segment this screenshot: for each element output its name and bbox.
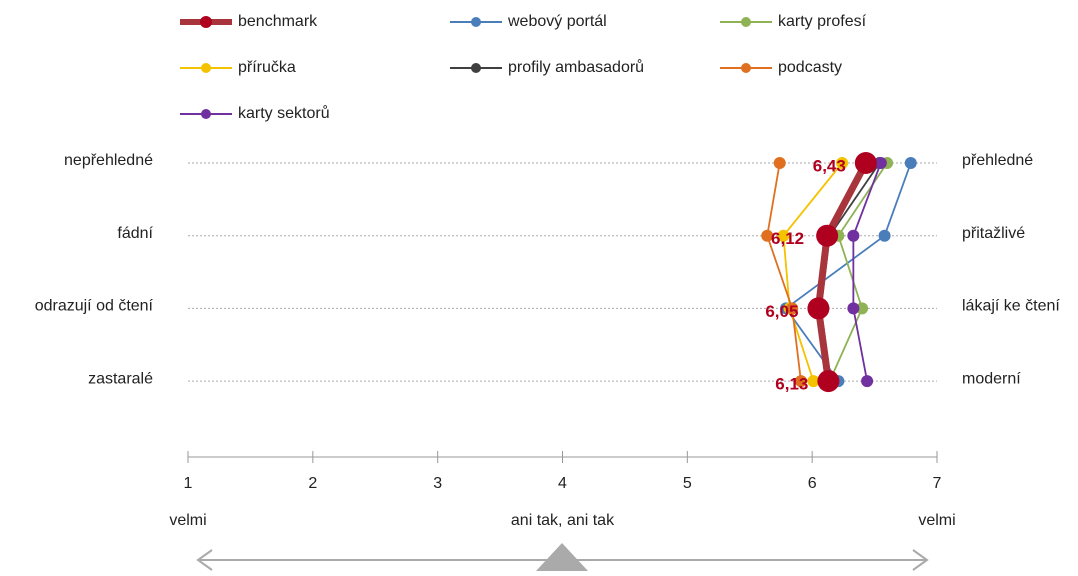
right-label: přehledné [962,152,1033,169]
x-tick-label: 2 [308,475,317,492]
left-label: odrazují od čtení [35,298,154,315]
point [794,375,807,388]
x-tick-label: 1 [184,475,193,492]
right-label: moderní [962,370,1021,387]
legend-label: karty sektorů [238,104,330,122]
legend-marker [471,63,481,73]
right-label: lákají ke čtení [962,298,1060,315]
series-line [782,162,843,382]
point [847,302,860,315]
legend-marker [741,63,751,73]
right-label: přitažlivé [962,225,1025,242]
x-tick-label: 5 [683,475,692,492]
left-label: fádní [117,225,153,242]
point [777,229,790,242]
point [856,302,869,315]
legend-marker [471,17,481,27]
series-line [814,161,869,382]
midpoint-triangle [536,543,588,571]
x-tick-label: 4 [558,475,567,492]
point [786,302,799,315]
point [904,157,917,169]
left-label: nepřehledné [64,152,153,169]
data-label: 6,05 [765,302,798,321]
point [847,229,860,242]
legend-marker [741,17,751,27]
data-label: 6,13 [775,375,808,394]
series-line [766,162,802,382]
point [836,157,849,169]
point [817,370,840,393]
scale-label: ani tak, ani tak [511,512,615,529]
arrow-head [912,549,929,571]
point [807,297,830,320]
data-label: 6,43 [813,156,846,175]
legend-label: webový portál [507,13,607,30]
arrow-head [196,549,213,571]
x-tick-label: 6 [808,475,817,492]
scale-label: velmi [169,512,206,529]
legend-marker [201,63,211,73]
series-line [828,162,888,382]
point [874,157,887,169]
x-tick-label: 7 [933,475,942,492]
scale-label: velmi [918,512,955,529]
series-line [852,162,882,382]
legend-label: podcasty [778,59,842,76]
point [773,157,786,169]
point [761,229,774,242]
legend-marker [200,16,212,28]
point [816,224,839,247]
series-line [784,162,912,382]
data-label: 6,12 [771,229,804,248]
point [861,375,874,388]
legend-label: benchmark [238,13,318,30]
point [807,375,820,388]
legend-label: příručka [238,59,296,76]
legend-marker [201,109,211,119]
point [854,152,877,174]
legend-label: karty profesí [778,13,867,30]
legend-label: profily ambasadorů [508,58,644,76]
x-tick-label: 3 [433,475,442,492]
point [878,229,891,242]
left-label: zastaralé [88,370,153,387]
